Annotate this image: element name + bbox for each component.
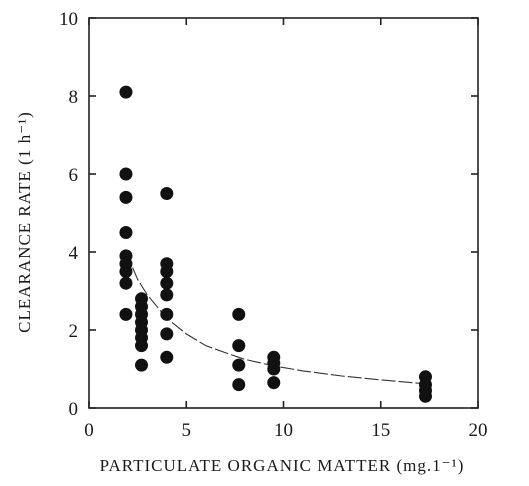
y-tick-label: 4 [69, 243, 79, 264]
y-tick-label: 6 [69, 165, 79, 186]
data-point [119, 85, 133, 99]
data-point [119, 265, 133, 278]
plot-border [88, 17, 479, 409]
data-point [135, 339, 149, 353]
data-points [119, 85, 432, 403]
plot-frame [88, 17, 479, 409]
y-tick-label: 0 [69, 399, 79, 420]
data-point [232, 358, 246, 372]
data-point [160, 327, 174, 341]
x-tick-label: 0 [84, 420, 94, 441]
data-point [160, 187, 174, 200]
data-point [119, 167, 133, 181]
y-axis-label: CLEARANCE RATE (1 h⁻¹) [15, 111, 34, 333]
data-point [119, 276, 133, 290]
y-tick-label: 8 [69, 87, 79, 108]
data-point [418, 389, 432, 403]
data-point [232, 339, 246, 353]
x-axis-label: PARTICULATE ORGANIC MATTER (mg.1⁻¹) [100, 456, 465, 475]
y-tick-label: 10 [59, 9, 78, 30]
data-point [160, 307, 174, 321]
data-point [232, 307, 246, 321]
data-point [160, 350, 174, 364]
x-tick-label: 5 [182, 420, 192, 441]
data-point [267, 376, 281, 390]
data-point [267, 362, 281, 376]
y-tick-label: 2 [69, 321, 79, 342]
x-tick-label: 15 [371, 420, 390, 441]
x-tick-label: 10 [274, 420, 293, 441]
data-point [135, 358, 149, 372]
data-point [232, 378, 246, 392]
data-point [119, 226, 133, 239]
x-tick-label: 20 [469, 420, 488, 441]
data-point [119, 190, 133, 204]
data-point [160, 288, 174, 302]
data-point [160, 265, 174, 278]
axis-ticks: 0 5 10 15 20 0 2 4 6 8 10 [59, 9, 488, 441]
fit-curve [125, 251, 426, 385]
data-point [160, 276, 174, 290]
fit-curve-layer [125, 251, 426, 385]
data-point [119, 307, 133, 321]
